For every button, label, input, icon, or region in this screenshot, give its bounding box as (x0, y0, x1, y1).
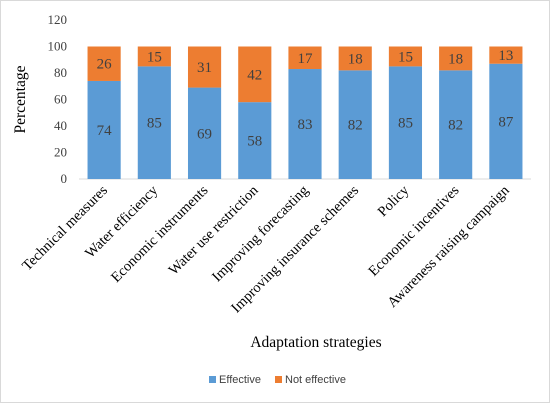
data-label: 74 (97, 123, 113, 139)
bar-not-effective (288, 46, 322, 70)
y-tick-label: 0 (61, 171, 68, 186)
data-label: 83 (298, 117, 313, 133)
bar-effective (137, 66, 171, 179)
bar-not-effective (388, 46, 423, 67)
bar-effective (238, 102, 272, 179)
y-tick-label: 20 (54, 145, 67, 160)
legend-label: Effective (219, 374, 261, 386)
data-label: 31 (197, 60, 212, 76)
data-label: 87 (498, 114, 514, 130)
data-label: 26 (97, 57, 113, 73)
bar-not-effective (439, 46, 473, 71)
bar-effective (187, 87, 222, 179)
x-tick-label: Economic incentives (365, 182, 462, 279)
y-tick-label: 80 (54, 65, 67, 80)
y-tick-label: 100 (48, 39, 68, 54)
data-label: 42 (247, 67, 262, 83)
y-axis-title: Percentage (12, 65, 29, 133)
data-label: 17 (298, 51, 314, 67)
bar-effective (87, 80, 121, 179)
data-label: 13 (498, 48, 513, 64)
data-label: 85 (398, 116, 413, 132)
bar-effective (388, 66, 423, 179)
bar-not-effective (137, 46, 171, 67)
bar-effective (439, 70, 473, 179)
x-tick-label: Technical measures (19, 182, 111, 274)
legend-swatch (209, 376, 216, 383)
data-labels: 74 26 85 15 69 31 58 42 83 17 82 18 85 15 82 18 87 13 (97, 48, 514, 149)
data-label: 58 (247, 134, 262, 150)
data-label: 69 (197, 126, 212, 142)
data-label: 18 (348, 51, 363, 67)
legend: Effective Not effective (209, 374, 346, 386)
y-tick-label: 40 (54, 118, 67, 133)
x-tick-label: Improving forecasting (209, 183, 312, 286)
legend-label: Not effective (285, 374, 346, 386)
bar-effective (338, 70, 372, 179)
x-tick-label: Policy (375, 182, 413, 220)
y-tick-label: 60 (54, 92, 67, 107)
bar-not-effective (338, 46, 372, 71)
y-tick-label: 120 (48, 12, 68, 27)
data-label: 82 (348, 118, 363, 134)
x-tick-label: Economic instruments (108, 182, 212, 286)
legend-swatch (275, 376, 282, 383)
bar-not-effective (238, 46, 272, 103)
bars (87, 46, 523, 179)
bar-not-effective (187, 46, 222, 88)
x-tick-label: Water use restriction (166, 182, 262, 278)
bar-effective (288, 69, 322, 179)
data-label: 82 (448, 118, 463, 134)
data-label: 15 (398, 49, 413, 65)
data-label: 85 (147, 116, 162, 132)
data-label: 18 (448, 51, 463, 67)
x-axis-title: Adaptation strategies (250, 334, 381, 351)
bar-not-effective (87, 46, 121, 81)
data-label: 15 (147, 49, 162, 65)
bar-not-effective (489, 46, 523, 64)
bar-effective (489, 63, 523, 179)
